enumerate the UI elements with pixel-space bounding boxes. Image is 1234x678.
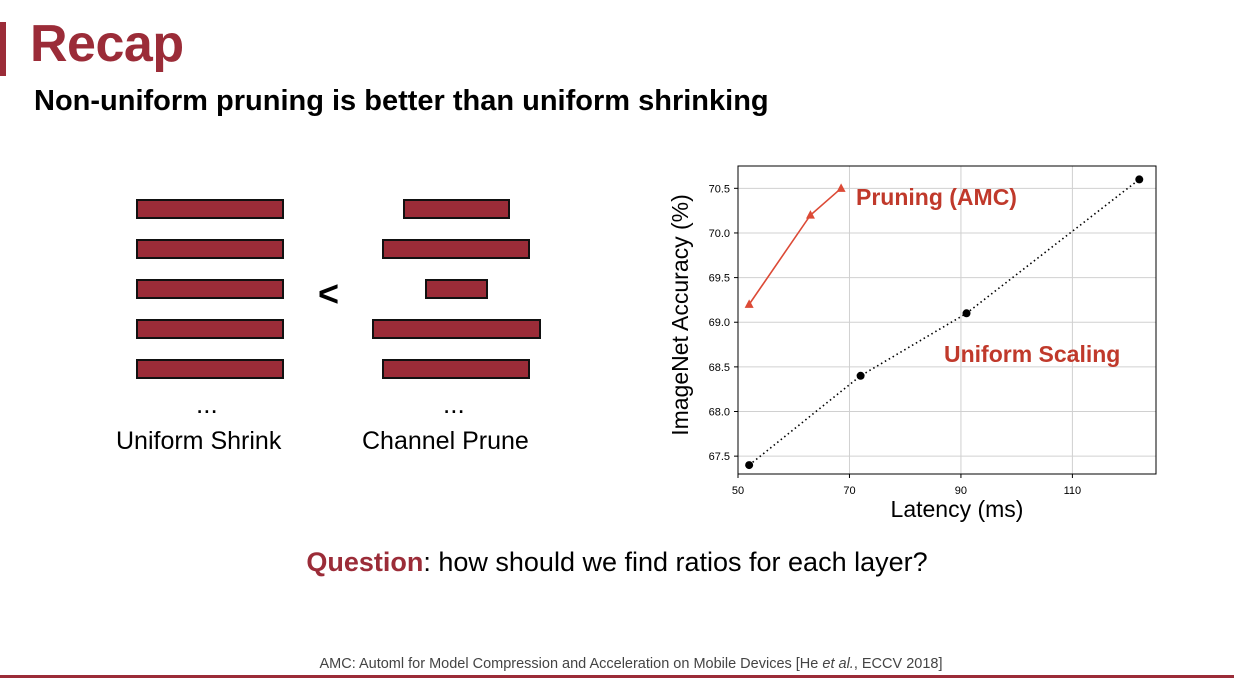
uniform-ellipsis: ... xyxy=(196,389,218,419)
data-point-uniform xyxy=(962,309,971,318)
question-body: : how should we find ratios for each lay… xyxy=(423,547,928,577)
series-label-pruning-amc: Pruning (AMC) xyxy=(856,184,1017,210)
pruned-layer-bar xyxy=(425,279,488,299)
citation: AMC: Automl for Model Compression and Ac… xyxy=(0,655,1234,673)
citation-suffix: , ECCV 2018] xyxy=(853,656,943,672)
x-tick-label: 90 xyxy=(955,485,967,497)
slide-subtitle: Non-uniform pruning is better than unifo… xyxy=(34,85,769,117)
y-ticks: 67.5 68.0 68.5 69.0 69.5 70.0 70.5 xyxy=(709,183,738,463)
y-tick-label: 68.0 xyxy=(709,407,730,419)
plot-frame xyxy=(737,165,1157,475)
bottom-rule xyxy=(0,675,1234,678)
less-than-symbol: < xyxy=(318,273,340,314)
data-point-uniform xyxy=(856,371,865,380)
y-tick-label: 68.5 xyxy=(709,362,730,374)
accuracy-latency-chart: 50 70 90 110 67.5 68.0 68.5 69.0 69.5 70.0 70.5 P… xyxy=(667,165,1157,522)
uniform-layer-bar xyxy=(136,319,284,339)
citation-etal: et al. xyxy=(822,656,854,672)
x-tick-label: 50 xyxy=(732,485,744,497)
chart-series xyxy=(744,175,1144,470)
uniform-layer-bar xyxy=(136,239,284,259)
x-tick-label: 70 xyxy=(843,485,855,497)
question-highlight: Question xyxy=(306,547,424,577)
data-point-pruning xyxy=(805,210,815,219)
data-point-uniform xyxy=(1135,175,1144,184)
y-axis-label: ImageNet Accuracy (%) xyxy=(667,194,693,436)
channel-prune-label: Channel Prune xyxy=(362,427,529,455)
pruned-layer-bar xyxy=(382,239,530,259)
data-point-pruning xyxy=(836,183,846,192)
data-point-pruning xyxy=(744,299,754,308)
data-point-uniform xyxy=(745,461,754,470)
uniform-layer-bar xyxy=(136,199,284,219)
uniform-layer-bar xyxy=(136,359,284,379)
citation-prefix: AMC: Automl for Model Compression and Ac… xyxy=(319,656,823,672)
pruned-layer-bar xyxy=(403,199,510,219)
x-axis-label: Latency (ms) xyxy=(891,496,1024,522)
slide-title: Recap xyxy=(30,15,184,73)
uniform-layer-bar xyxy=(136,279,284,299)
x-tick-label: 110 xyxy=(1064,485,1082,497)
question-text: Question: how should we find ratios for … xyxy=(0,545,1234,579)
uniform-shrink-label: Uniform Shrink xyxy=(116,427,282,455)
y-tick-label: 70.5 xyxy=(709,183,730,195)
series-label-uniform-scaling: Uniform Scaling xyxy=(944,341,1120,367)
series-line-0 xyxy=(748,187,842,305)
y-tick-label: 70.0 xyxy=(709,228,730,240)
chart-grid xyxy=(737,166,1156,474)
pruned-layer-bar xyxy=(372,319,541,339)
title-accent-bar xyxy=(0,22,6,76)
x-ticks: 50 70 90 110 xyxy=(732,474,1081,497)
y-tick-label: 69.5 xyxy=(709,273,730,285)
y-tick-label: 67.5 xyxy=(709,451,730,463)
pruned-layer-bar xyxy=(382,359,530,379)
y-tick-label: 69.0 xyxy=(709,317,730,329)
prune-ellipsis: ... xyxy=(443,389,465,419)
